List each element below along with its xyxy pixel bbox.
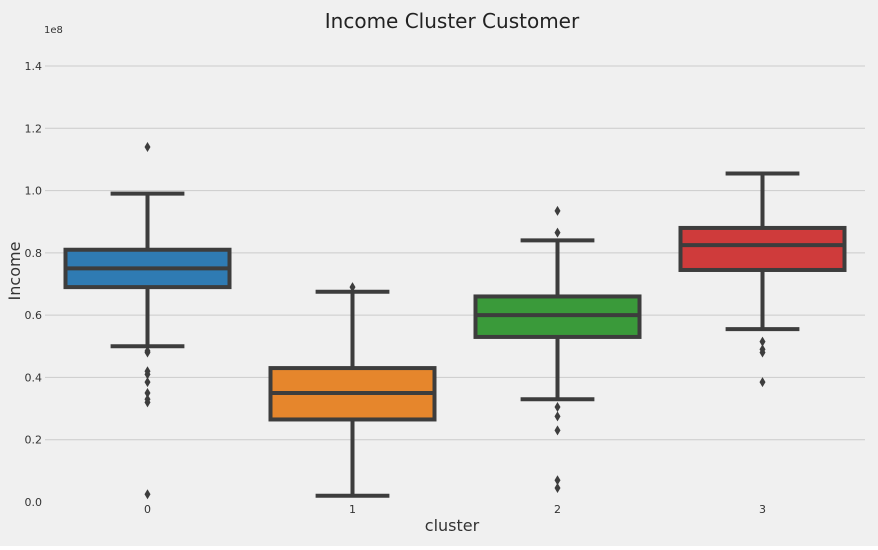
boxes: [63, 141, 847, 500]
outlier-point: [144, 489, 151, 500]
outlier-point: [759, 347, 766, 358]
chart-title: Income Cluster Customer: [325, 9, 580, 33]
x-tick-label: 3: [759, 503, 766, 516]
outlier-point: [144, 397, 151, 408]
y-tick-label: 0.2: [25, 434, 43, 447]
y-tick-labels: 0.0 0.2 0.4 0.6 0.8 1.0 1.2 1.4: [25, 60, 43, 509]
outlier-point: [144, 377, 151, 388]
outlier-point: [144, 388, 151, 398]
y-tick-label: 1.2: [25, 122, 43, 135]
y-tick-label: 1.0: [25, 185, 43, 198]
y-tick-label: 1.4: [25, 60, 43, 73]
y-tick-label: 0.6: [25, 309, 43, 322]
outlier-point: [554, 482, 561, 493]
y-offset-label: 1e8: [44, 25, 63, 36]
box-3: [678, 171, 847, 388]
outlier-point: [554, 425, 561, 436]
outlier-point: [554, 411, 561, 422]
y-axis-label: Income: [5, 242, 24, 301]
y-tick-label: 0.4: [25, 371, 43, 384]
outlier-point: [759, 377, 766, 388]
outlier-point: [144, 141, 151, 152]
outlier-point: [144, 369, 151, 380]
x-tick-label: 1: [349, 503, 356, 516]
outlier-point: [349, 282, 356, 293]
x-tick-label: 0: [144, 503, 151, 516]
outlier-point: [554, 475, 561, 486]
y-tick-label: 0.8: [25, 247, 43, 260]
outlier-point: [554, 205, 561, 216]
box-2: [473, 205, 642, 493]
outlier-point: [554, 227, 561, 238]
y-tick-label: 0.0: [25, 496, 43, 509]
x-axis-label: cluster: [425, 516, 480, 535]
outlier-point: [144, 347, 151, 358]
box-1: [268, 282, 437, 498]
iqr-box: [678, 225, 847, 272]
x-tick-labels: 0 1 2 3: [144, 503, 766, 516]
outlier-point: [759, 336, 766, 347]
box-0: [63, 141, 232, 500]
x-tick-label: 2: [554, 503, 561, 516]
outlier-point: [554, 402, 561, 413]
